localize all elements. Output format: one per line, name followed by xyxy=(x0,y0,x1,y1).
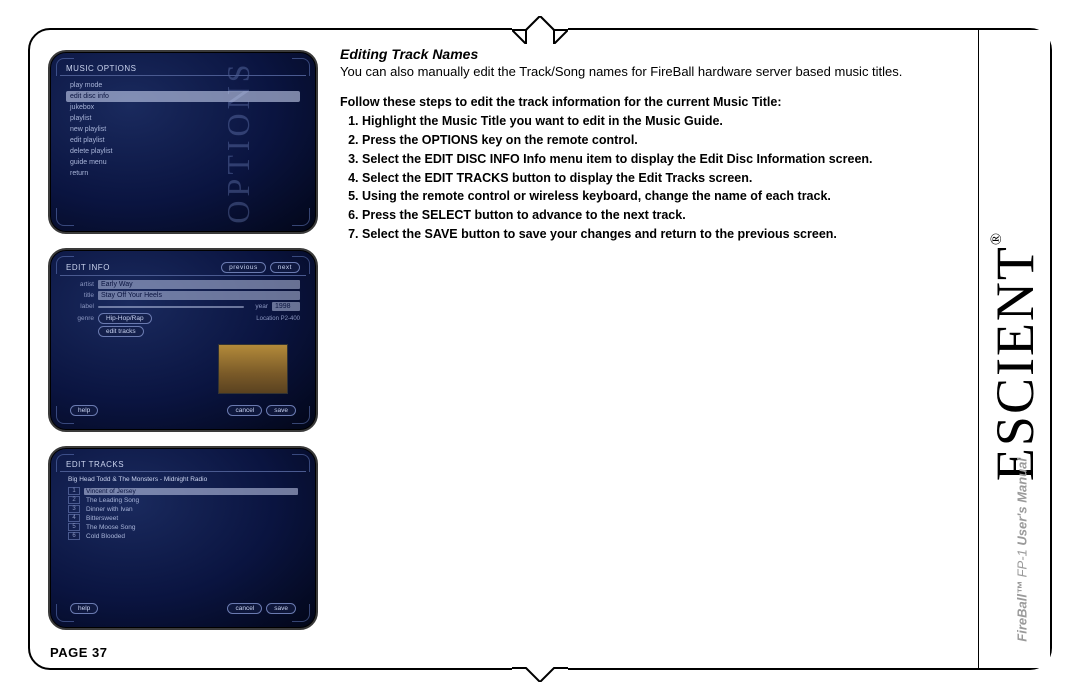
screenshot-edit-tracks: EDIT TRACKS Big Head Todd & The Monsters… xyxy=(48,446,318,630)
menu-item: return xyxy=(66,168,300,179)
intro-text: You can also manually edit the Track/Son… xyxy=(340,64,968,81)
track-row: 6Cold Blooded xyxy=(68,532,298,540)
menu-item: jukebox xyxy=(66,102,300,113)
lead-text: Follow these steps to edit the track inf… xyxy=(340,95,968,109)
prev-pill: previous xyxy=(221,262,266,273)
brand-logo: ESCIENT® xyxy=(984,231,1046,481)
screenshot-column: OPTIONS MUSIC OPTIONS play modeedit disc… xyxy=(48,40,330,650)
step-item: Select the EDIT DISC INFO Info menu item… xyxy=(362,151,968,168)
track-row: 3Dinner with Ivan xyxy=(68,505,298,513)
bottom-notch xyxy=(512,654,568,682)
track-row: 4Bittersweet xyxy=(68,514,298,522)
album-thumb xyxy=(218,344,288,394)
screenshot-edit-info: EDIT INFO previous next artistEarly Way … xyxy=(48,248,318,432)
step-item: Press the OPTIONS key on the remote cont… xyxy=(362,132,968,149)
menu-item: play mode xyxy=(66,80,300,91)
track-row: 5The Moose Song xyxy=(68,523,298,531)
step-item: Select the EDIT TRACKS button to display… xyxy=(362,170,968,187)
product-tag: FireBall™ FP-1 User's Manual xyxy=(1015,458,1030,642)
menu-item: guide menu xyxy=(66,157,300,168)
menu-item: new playlist xyxy=(66,124,300,135)
instructions-column: Editing Track Names You can also manuall… xyxy=(340,40,968,650)
screen3-title: EDIT TRACKS xyxy=(60,458,306,472)
screen2-title: EDIT INFO xyxy=(66,263,110,272)
next-pill: next xyxy=(270,262,300,273)
menu-item: edit playlist xyxy=(66,135,300,146)
screenshot-music-options: OPTIONS MUSIC OPTIONS play modeedit disc… xyxy=(48,50,318,234)
track-row: 2The Leading Song xyxy=(68,496,298,504)
step-item: Using the remote control or wireless key… xyxy=(362,188,968,205)
page-number: PAGE 37 xyxy=(50,645,107,660)
step-item: Highlight the Music Title you want to ed… xyxy=(362,113,968,130)
step-item: Select the SAVE button to save your chan… xyxy=(362,226,968,243)
screen1-title: MUSIC OPTIONS xyxy=(60,62,306,76)
track-row: 1Vincent of Jersey xyxy=(68,487,298,495)
menu-item: playlist xyxy=(66,113,300,124)
step-item: Press the SELECT button to advance to th… xyxy=(362,207,968,224)
menu-item: delete playlist xyxy=(66,146,300,157)
steps-list: Highlight the Music Title you want to ed… xyxy=(340,113,968,243)
menu-item: edit disc info xyxy=(66,91,300,102)
section-heading: Editing Track Names xyxy=(340,46,968,62)
